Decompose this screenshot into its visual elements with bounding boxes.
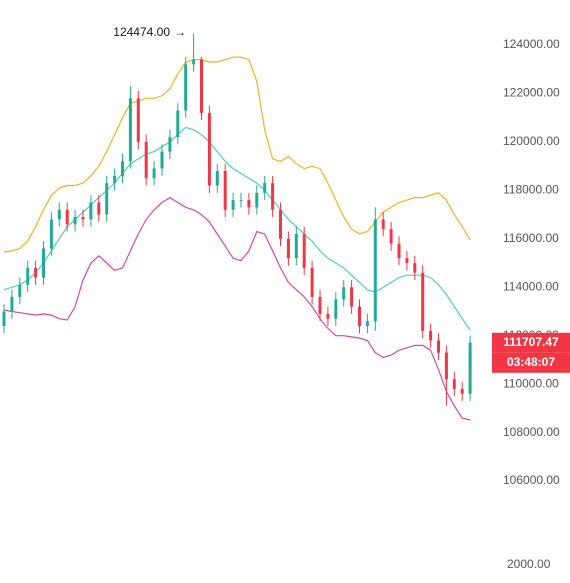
candle-body	[176, 110, 180, 138]
candle-body	[136, 98, 140, 142]
candle-body	[223, 171, 227, 210]
candle-body	[373, 219, 377, 322]
candle-body	[215, 171, 219, 186]
candle-body	[460, 388, 464, 394]
candle-body	[271, 183, 275, 210]
candle-body	[279, 209, 282, 239]
candle-body	[429, 330, 433, 341]
candle-body	[350, 287, 354, 307]
price-tag-label: 111707.47	[503, 335, 559, 349]
candle-body	[444, 352, 448, 380]
y-tick-label: 120000.00	[503, 134, 560, 148]
high-annotation-value: 124474.00	[113, 25, 170, 39]
y-tick-label: 110000.00	[503, 376, 559, 390]
candle-body	[105, 183, 109, 215]
candle-body	[160, 151, 164, 169]
candle-body	[302, 233, 306, 268]
high-annotation: 124474.00 →	[113, 25, 186, 39]
y-tick-label: 124000.00	[503, 37, 560, 51]
candle-body	[113, 175, 117, 184]
y-tick-label: 108000.00	[503, 425, 560, 439]
candle-body	[381, 219, 385, 230]
y-tick-label: 114000.00	[503, 279, 559, 293]
candle-body	[200, 59, 203, 113]
candle-body	[121, 161, 124, 176]
candle-body	[168, 137, 172, 152]
candle-body	[192, 59, 196, 65]
candle-body	[452, 379, 456, 389]
candle-body	[89, 202, 93, 220]
candle-body	[310, 267, 314, 297]
arrow: →	[174, 25, 186, 39]
candle-body	[26, 267, 30, 285]
band-line	[3, 126, 471, 331]
candle-body	[231, 200, 235, 210]
candle-body	[405, 258, 409, 264]
candle-body	[10, 296, 14, 312]
candle-body	[65, 209, 69, 225]
candle-body	[73, 217, 77, 225]
candle-body	[18, 284, 22, 297]
y-tick-label: 122000.00	[503, 86, 560, 100]
candle-body	[263, 183, 267, 193]
candle-body	[184, 64, 188, 111]
candle-body	[397, 243, 401, 259]
candle-body	[437, 340, 440, 353]
candle-body	[144, 141, 148, 179]
candle-body	[286, 238, 290, 259]
countdown-tag	[492, 352, 570, 373]
candle-body	[342, 287, 346, 300]
y-tick-label: 118000.00	[503, 183, 559, 197]
candle-body	[413, 263, 417, 273]
candle-body	[34, 267, 38, 278]
candle-body	[318, 296, 322, 314]
band-line	[3, 56, 471, 253]
candle-body	[421, 272, 425, 331]
candle-body	[49, 219, 53, 249]
candle-body	[365, 321, 369, 327]
candle-body	[334, 299, 338, 319]
candle-body	[247, 200, 251, 208]
candle-body	[128, 98, 132, 162]
candle-body	[294, 233, 298, 259]
candle-body	[152, 168, 156, 179]
candle-body	[42, 248, 45, 278]
footer-label: 2000.00	[507, 557, 551, 571]
candle-body	[57, 209, 61, 220]
candle-body	[255, 192, 259, 208]
candle-body	[326, 313, 330, 319]
candle-body	[389, 229, 393, 244]
candle-body	[239, 200, 243, 202]
price-tag	[492, 332, 570, 353]
candle-body	[2, 311, 6, 327]
y-tick-label: 106000.00	[503, 473, 560, 487]
candle-body	[81, 217, 85, 220]
countdown-label: 03:48:07	[507, 355, 555, 369]
band-line	[3, 196, 471, 421]
candle-body	[97, 202, 101, 215]
candle-body	[468, 342, 472, 394]
y-tick-label: 116000.00	[503, 231, 559, 245]
candle-body	[358, 306, 361, 327]
candle-body	[207, 112, 211, 186]
y-tick-label: 126000.00	[503, 0, 560, 3]
